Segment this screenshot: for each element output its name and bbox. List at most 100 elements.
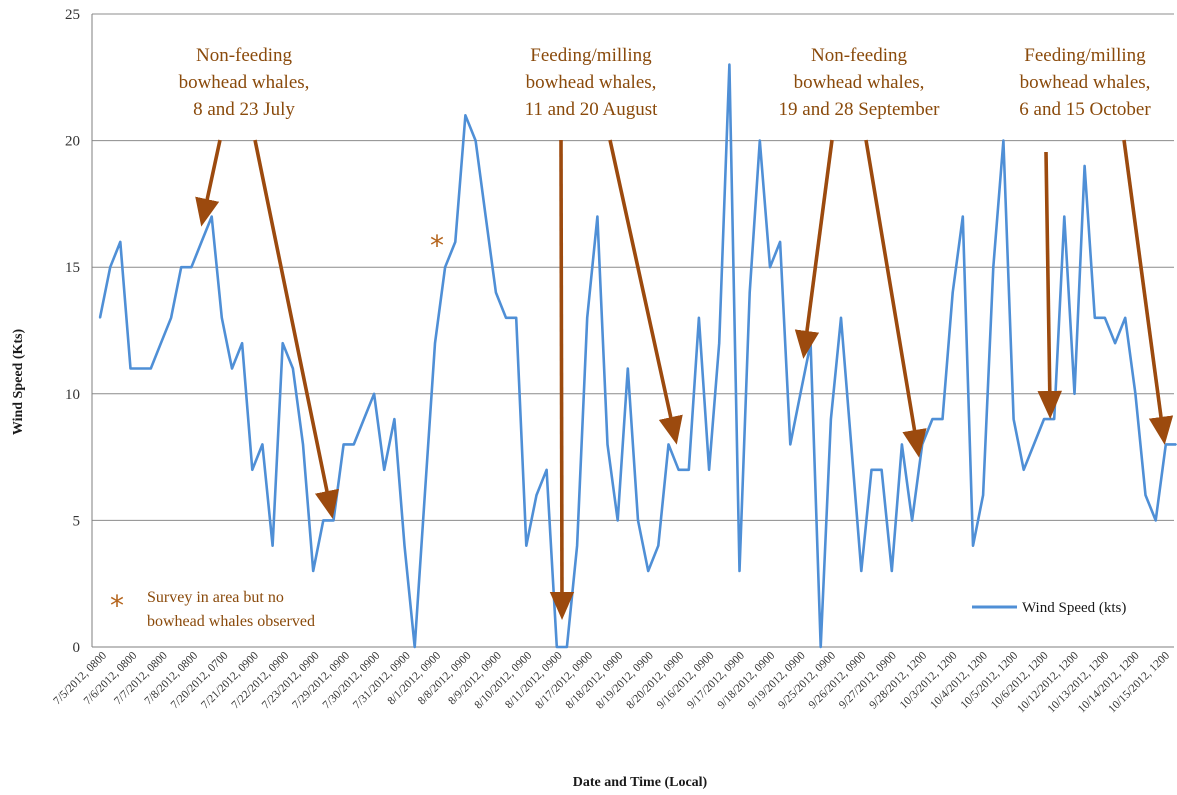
data-point	[1032, 443, 1035, 446]
data-point	[748, 291, 751, 294]
y-tick-label: 15	[65, 260, 80, 276]
legend-label: Wind Speed (kts)	[1022, 600, 1126, 616]
x-tick-label: 7/5/2012, 0800	[51, 649, 109, 707]
data-point	[291, 367, 294, 370]
note-line-1: Survey in area but no	[147, 589, 284, 606]
data-point	[901, 443, 903, 446]
data-point	[1154, 519, 1157, 522]
data-point	[1043, 418, 1045, 421]
data-point	[1073, 392, 1076, 395]
data-point	[363, 418, 365, 421]
annotation-text: bowhead whales,	[794, 72, 925, 93]
annotation-text: 8 and 23 July	[193, 99, 295, 120]
data-point	[728, 63, 731, 66]
data-point	[352, 443, 355, 446]
data-point	[992, 266, 995, 269]
data-point	[829, 418, 832, 421]
annotation-arrow	[253, 139, 339, 519]
data-point	[109, 266, 112, 269]
annotation-text: 11 and 20 August	[525, 99, 659, 120]
y-tick-label: 10	[65, 387, 80, 403]
data-point	[129, 367, 132, 370]
data-point	[545, 468, 548, 471]
data-point	[99, 316, 101, 319]
note-line-2: bowhead whales observed	[147, 613, 315, 630]
x-axis-title: Date and Time (Local)	[573, 775, 708, 790]
annotation-text: Non-feeding	[196, 45, 293, 66]
data-point	[434, 342, 436, 345]
data-point	[890, 570, 893, 572]
data-point	[738, 570, 741, 572]
y-tick-label: 20	[65, 134, 80, 150]
data-point	[484, 215, 487, 218]
data-point	[149, 367, 152, 370]
data-point	[1093, 316, 1096, 319]
series-line-wind-speed	[98, 63, 1176, 649]
data-point	[393, 418, 396, 421]
annotation-arrow	[195, 139, 222, 227]
data-point	[951, 291, 954, 294]
data-point	[373, 392, 375, 395]
data-point	[1083, 165, 1086, 167]
data-point	[961, 215, 964, 218]
annotation-text: Non-feeding	[811, 45, 908, 66]
x-tick-label: 8/9/2012, 0900	[446, 649, 504, 707]
data-point	[464, 114, 467, 117]
data-point	[261, 443, 264, 446]
data-point	[515, 316, 518, 319]
annotation-arrow	[549, 139, 575, 620]
data-point	[281, 342, 284, 345]
data-point	[586, 316, 589, 319]
note-star-icon: *	[110, 589, 124, 622]
data-point	[231, 367, 233, 370]
data-point	[444, 266, 447, 269]
y-tick-label: 5	[73, 513, 81, 529]
series-layer	[98, 63, 1177, 649]
axes	[91, 14, 1174, 648]
data-point	[119, 240, 122, 243]
data-point	[271, 544, 274, 547]
data-point	[647, 570, 650, 572]
data-point	[220, 316, 223, 319]
data-point	[718, 342, 721, 345]
data-point	[819, 646, 822, 648]
data-point	[190, 266, 193, 269]
annotation-text: bowhead whales,	[1020, 72, 1151, 93]
data-point	[667, 443, 670, 446]
data-point	[616, 519, 619, 522]
data-point	[789, 443, 792, 446]
data-point	[880, 468, 883, 471]
annotation-text: 6 and 15 October	[1019, 99, 1151, 120]
annotation-arrow	[864, 139, 927, 458]
data-point	[210, 215, 213, 218]
data-point	[535, 494, 538, 496]
data-point	[1022, 468, 1025, 471]
data-point	[941, 418, 944, 421]
data-point	[779, 240, 782, 243]
data-point	[413, 646, 416, 648]
data-point	[170, 316, 172, 319]
y-axis-title: Wind Speed (Kts)	[11, 329, 26, 436]
data-point	[494, 291, 497, 294]
data-point	[637, 519, 639, 522]
data-point	[931, 418, 934, 421]
data-point	[982, 494, 985, 496]
data-point	[403, 544, 406, 547]
data-point	[383, 468, 386, 471]
data-point	[1134, 392, 1137, 395]
legend: Wind Speed (kts)	[972, 600, 1126, 616]
annotation-arrow	[608, 139, 683, 445]
data-point	[1012, 418, 1015, 421]
data-point	[657, 544, 660, 547]
annotation-text: Feeding/milling	[530, 45, 652, 66]
data-point	[241, 342, 244, 345]
data-point	[606, 443, 609, 446]
data-point	[474, 139, 477, 142]
data-point	[566, 646, 568, 648]
x-tick-label: 7/8/2012, 0800	[143, 649, 201, 707]
annotation-text: 19 and 28 September	[779, 99, 941, 120]
data-point	[687, 468, 690, 471]
survey-note: * Survey in area but no bowhead whales o…	[110, 589, 315, 630]
